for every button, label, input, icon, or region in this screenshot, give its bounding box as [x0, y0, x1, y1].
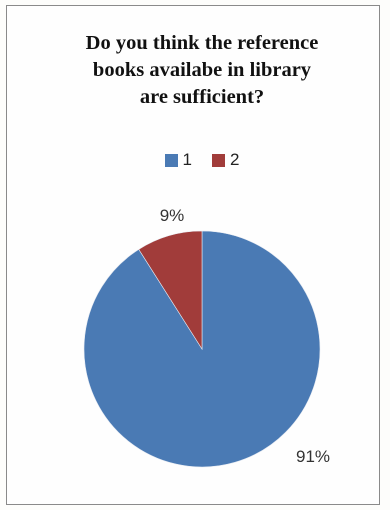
chart-legend: 1 2: [0, 150, 390, 170]
legend-entry-1: 1: [164, 150, 192, 170]
chart-title-line-3: are sufficient?: [139, 86, 265, 108]
legend-label-1: 1: [182, 150, 192, 169]
data-label-2: 9%: [160, 206, 185, 225]
legend-swatch-1: [164, 153, 178, 167]
legend-label-2: 2: [230, 150, 240, 169]
chart-title-line-1: Do you think the reference: [85, 32, 319, 54]
pie-slice-2: [138, 230, 203, 351]
legend-entry-2: 2: [212, 150, 239, 170]
legend-swatch-2: [212, 153, 225, 167]
chart-title: Do you think the reference books availab…: [0, 30, 390, 111]
data-label-1: 91%: [296, 447, 330, 466]
chart-title-line-2: books availabe in library: [92, 59, 312, 81]
